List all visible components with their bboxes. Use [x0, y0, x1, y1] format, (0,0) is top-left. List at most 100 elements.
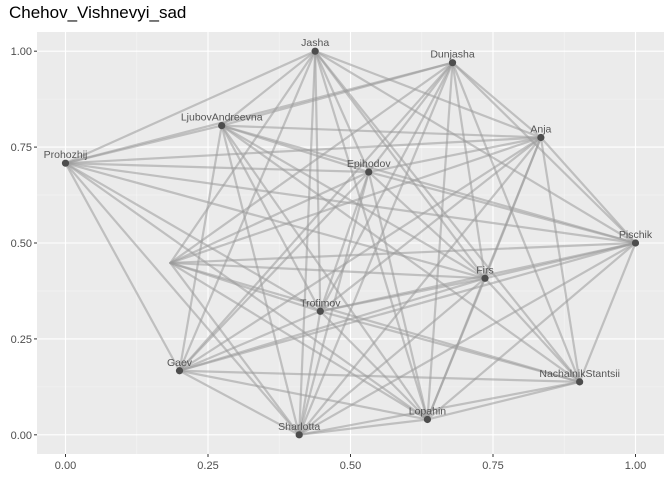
- x-tick-label: 0.00: [55, 460, 76, 472]
- node-label-Epihodov: Epihodov: [347, 158, 392, 170]
- edge-Dunjasha-Epihodov: [367, 61, 454, 174]
- edge-Prohozhij-Pischik: [64, 162, 637, 245]
- node-labels: Jasha Dunjasha LjubovAndreevna Anja Prohozhi…: [44, 37, 653, 433]
- edge-Jasha-Lopahin: [314, 50, 429, 421]
- edge-NachalnikStantsii-Neznakomets: [169, 261, 581, 383]
- node-Jasha: [311, 47, 319, 55]
- edge-Gaev-Lopahin: [178, 369, 429, 421]
- edge-Trofimov-Lopahin: [319, 310, 429, 421]
- x-tick-label: 1.00: [625, 460, 646, 472]
- edge-Epihodov-Gaev: [178, 170, 370, 372]
- edge-Prohozhij-Sharlotta: [64, 162, 301, 436]
- edge-Epihodov-Firs: [367, 170, 487, 280]
- edge-Firs-Neznakomets: [169, 261, 487, 280]
- node-Gaev: [175, 367, 184, 375]
- node-label-Dunjasha: Dunjasha: [430, 49, 475, 61]
- y-tick-label: 1.00: [11, 46, 32, 58]
- edge-Jasha-Prohozhij: [64, 50, 317, 165]
- edge-Pischik-NachalnikStantsii: [578, 241, 637, 383]
- edge-Anja-Epihodov: [367, 136, 542, 174]
- node-label-Trofimov: Trofimov: [300, 297, 341, 309]
- node-Dunjasha: [448, 59, 457, 67]
- y-tick-label: 0.50: [11, 238, 32, 250]
- edge-Dunjasha-NachalnikStantsii: [451, 61, 581, 383]
- edge-Epihodov-Sharlotta: [298, 170, 370, 436]
- node-Pischik: [631, 239, 640, 247]
- edge-Firs-Trofimov: [319, 277, 487, 313]
- x-axis: 0.00 0.25 0.50 0.75 1.00: [55, 454, 646, 472]
- edge-Anja-Neznakomets: [169, 136, 542, 265]
- edge-Jasha-Pischik: [314, 50, 637, 245]
- x-tick-label: 0.25: [197, 460, 218, 472]
- edge-Prohozhij-Firs: [64, 162, 487, 280]
- node-Sharlotta: [295, 431, 303, 439]
- edge-Epihodov-Trofimov: [319, 170, 370, 313]
- y-tick-label: 0.25: [11, 334, 32, 346]
- edge-Gaev-Sharlotta: [178, 369, 301, 436]
- edge-LjubovAndreevna-Sharlotta: [220, 124, 301, 436]
- edge-Pischik-Gaev: [178, 241, 637, 372]
- edge-Prohozhij-Gaev: [64, 162, 181, 372]
- edge-Dunjasha-Gaev: [178, 61, 454, 372]
- nodes: [61, 47, 640, 439]
- edge-Firs-Sharlotta: [298, 277, 487, 436]
- node-label-Lopahin: Lopahin: [409, 405, 447, 417]
- y-tick-label: 0.75: [11, 142, 32, 154]
- edge-NachalnikStantsii-Lopahin: [426, 380, 581, 421]
- edge-Prohozhij-Trofimov: [64, 162, 322, 313]
- edge-Pischik-Sharlotta: [298, 241, 637, 436]
- edge-Dunjasha-Neznakomets: [169, 61, 454, 265]
- node-Trofimov: [316, 307, 324, 315]
- node-label-LjubovAndreevna: LjubovAndreevna: [181, 112, 263, 124]
- edge-Lopahin-Neznakomets: [169, 261, 429, 421]
- node-NachalnikStantsii: [576, 378, 584, 386]
- edge-Prohozhij-Epihodov: [64, 162, 370, 174]
- node-label-Firs: Firs: [476, 264, 494, 276]
- edge-Dunjasha-Anja: [451, 61, 542, 139]
- edge-Gaev-NachalnikStantsii: [178, 369, 581, 383]
- edge-Pischik-Lopahin: [426, 241, 637, 421]
- edge-Epihodov-Neznakomets: [169, 170, 370, 265]
- edge-Pischik-Neznakomets: [169, 241, 637, 265]
- node-Prohozhij: [61, 159, 70, 167]
- edge-Anja-Trofimov: [319, 136, 542, 313]
- node-label-Anja: Anja: [530, 124, 551, 136]
- x-tick-label: 0.75: [482, 460, 503, 472]
- node-label-Sharlotta: Sharlotta: [278, 421, 320, 433]
- edge-Anja-Pischik: [539, 136, 637, 245]
- node-Epihodov: [365, 168, 373, 176]
- edge-Anja-Sharlotta: [298, 136, 542, 436]
- chart-title: Chehov_Vishnevyi_sad: [9, 3, 187, 22]
- edge-NachalnikStantsii-Sharlotta: [298, 380, 581, 436]
- node-label-Jasha: Jasha: [301, 37, 329, 49]
- edge-Jasha-Sharlotta: [298, 50, 317, 436]
- node-Anja: [537, 133, 545, 142]
- edge-LjubovAndreevna-Prohozhij: [64, 124, 223, 165]
- y-axis: 0.00 0.25 0.50 0.75 1.00: [11, 46, 37, 442]
- edge-LjubovAndreevna-Pischik: [220, 124, 637, 245]
- edge-LjubovAndreevna-Lopahin: [220, 124, 429, 421]
- edge-Dunjasha-Prohozhij: [64, 61, 454, 165]
- node-Lopahin: [423, 415, 432, 424]
- edge-Jasha-Epihodov: [314, 50, 370, 174]
- edge-Epihodov-Pischik: [367, 170, 637, 245]
- edges: [64, 50, 637, 436]
- edge-LjubovAndreevna-Anja: [220, 124, 542, 139]
- edge-Firs-NachalnikStantsii: [483, 277, 581, 383]
- edge-Trofimov-Sharlotta: [298, 310, 322, 436]
- node-label-Gaev: Gaev: [167, 357, 193, 369]
- edge-Dunjasha-Firs: [451, 61, 487, 280]
- edge-Jasha-LjubovAndreevna: [220, 50, 317, 127]
- node-label-Prohozhij: Prohozhij: [44, 149, 88, 161]
- node-label-NachalnikStantsii: NachalnikStantsii: [539, 368, 620, 380]
- node-Firs: [481, 274, 489, 282]
- y-tick-label: 0.00: [11, 430, 32, 442]
- edge-Sharlotta-Neznakomets: [169, 261, 301, 436]
- x-tick-label: 0.50: [340, 460, 361, 472]
- edge-Lopahin-Sharlotta: [298, 418, 429, 436]
- edge-Trofimov-Gaev: [178, 310, 322, 372]
- edge-Anja-Prohozhij: [64, 136, 542, 165]
- node-label-Pischik: Pischik: [619, 229, 653, 241]
- node-LjubovAndreevna: [218, 122, 226, 130]
